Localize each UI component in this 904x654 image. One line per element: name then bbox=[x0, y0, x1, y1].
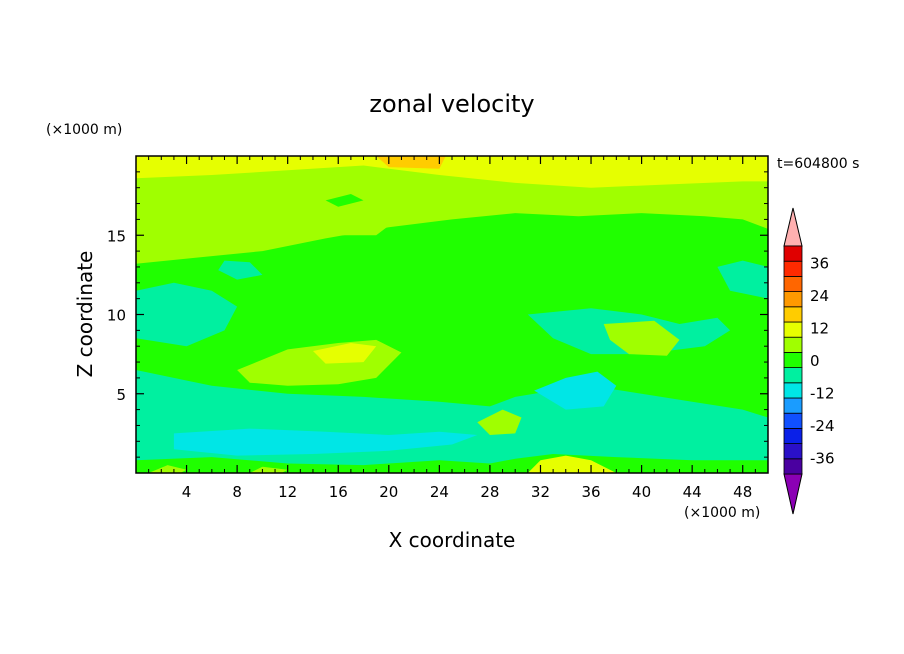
x-axis-ticks: 4 8 12 16 20 24 28 32 36 40 44 48 bbox=[148, 156, 756, 501]
contour-region-18 bbox=[527, 455, 617, 473]
contour-field bbox=[136, 156, 768, 473]
colorbar-over-triangle bbox=[783, 207, 803, 247]
colorbar-swatch bbox=[783, 443, 803, 460]
y-axis-label: Z coordinate bbox=[73, 251, 97, 378]
chart-title: zonal velocity bbox=[369, 90, 534, 118]
contour-region-4 bbox=[331, 225, 389, 236]
colorbar-swatch bbox=[783, 367, 803, 384]
colorbar-tick-label: -36 bbox=[810, 450, 835, 468]
colorbar-tick-label: -24 bbox=[810, 417, 835, 435]
x-tick-label: 20 bbox=[379, 483, 398, 501]
x-tick-label: 32 bbox=[531, 483, 550, 501]
colorbar-swatch bbox=[783, 412, 803, 429]
x-tick-label: 40 bbox=[632, 483, 651, 501]
colorbar-swatch bbox=[783, 427, 803, 444]
x-tick-label: 36 bbox=[581, 483, 600, 501]
contour-region-12 bbox=[534, 371, 617, 410]
x-tick-label: 8 bbox=[232, 483, 242, 501]
colorbar-swatch bbox=[783, 245, 803, 262]
colorbar-swatch bbox=[783, 321, 803, 338]
x-unit-label: (×1000 m) bbox=[684, 505, 760, 521]
x-tick-label: 24 bbox=[430, 483, 449, 501]
contour-region-17 bbox=[136, 454, 768, 473]
y-tick-label: 5 bbox=[116, 386, 126, 404]
y-axis-ticks: 5 10 15 bbox=[107, 171, 768, 458]
colorbar-under-triangle bbox=[783, 473, 803, 515]
colorbar-swatch bbox=[783, 382, 803, 399]
y-unit-label: (×1000 m) bbox=[46, 122, 122, 138]
contour-region-3 bbox=[224, 230, 301, 245]
y-tick-label: 10 bbox=[107, 307, 126, 325]
colorbar-swatch bbox=[783, 397, 803, 414]
colorbar-swatch bbox=[783, 458, 803, 475]
colorbar-swatch bbox=[783, 260, 803, 277]
contour-region-8 bbox=[218, 260, 263, 280]
x-tick-label: 12 bbox=[278, 483, 297, 501]
colorbar-swatch bbox=[783, 291, 803, 308]
colorbar-tick-label: -12 bbox=[810, 385, 835, 403]
colorbar-swatch bbox=[783, 336, 803, 353]
contour-region-1 bbox=[136, 156, 768, 188]
x-tick-label: 44 bbox=[683, 483, 702, 501]
contour-region-19 bbox=[148, 465, 187, 473]
colorbar-tick-label: 0 bbox=[810, 352, 820, 370]
time-label: t=604800 s bbox=[777, 156, 859, 172]
colorbar-tick-label: 12 bbox=[810, 319, 829, 337]
x-tick-label: 16 bbox=[329, 483, 348, 501]
x-tick-label: 4 bbox=[182, 483, 192, 501]
y-tick-label: 15 bbox=[107, 227, 126, 245]
x-axis-label: X coordinate bbox=[389, 528, 516, 552]
contour-region-11 bbox=[173, 428, 478, 456]
contour-region-20 bbox=[249, 466, 288, 473]
colorbar-tick-label: 24 bbox=[810, 287, 829, 305]
colorbar-tick-label: 36 bbox=[810, 254, 829, 272]
contour-region-2 bbox=[376, 156, 446, 169]
contour-region-6 bbox=[136, 282, 238, 347]
colorbar-swatch bbox=[783, 306, 803, 323]
x-tick-label: 28 bbox=[480, 483, 499, 501]
colorbar: -36 -24 -12 0 12 24 36 bbox=[783, 207, 835, 515]
contour-region-5 bbox=[325, 194, 364, 207]
x-tick-label: 48 bbox=[733, 483, 752, 501]
colorbar-swatch bbox=[783, 275, 803, 292]
contour-region-14 bbox=[313, 343, 377, 364]
contour-region-16 bbox=[477, 409, 522, 435]
contour-region-9 bbox=[717, 260, 768, 299]
contour-region-15 bbox=[603, 320, 680, 356]
colorbar-swatch bbox=[783, 351, 803, 368]
